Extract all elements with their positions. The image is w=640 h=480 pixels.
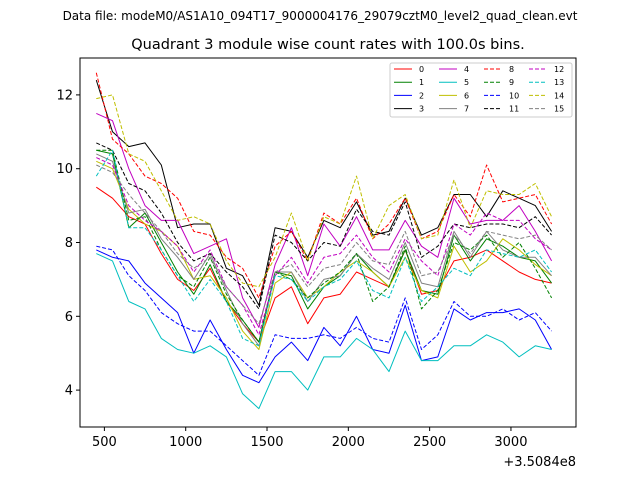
- series-line-4: [96, 112, 553, 328]
- plot-lines: [95, 72, 553, 410]
- series-line-2: [96, 249, 553, 384]
- x-tick-label: 2500: [413, 435, 446, 450]
- legend-label-12: 12: [554, 65, 564, 74]
- legend-label-11: 11: [509, 105, 519, 114]
- y-tick-label: 8: [65, 236, 73, 251]
- series-line-8: [95, 72, 553, 299]
- y-tick-label: 12: [56, 88, 73, 103]
- legend-label-7: 7: [464, 105, 469, 114]
- legend-label-2: 2: [419, 91, 424, 100]
- series-line-11: [96, 142, 552, 310]
- series-line-12: [96, 157, 552, 336]
- x-tick-label: 1000: [169, 435, 202, 450]
- legend-label-0: 0: [419, 65, 424, 74]
- legend-label-8: 8: [509, 65, 514, 74]
- series-line-13: [95, 149, 553, 347]
- series-line-5: [96, 253, 552, 410]
- x-tick-label: 1500: [250, 435, 283, 450]
- series-line-14: [96, 94, 553, 288]
- legend-frame: [389, 62, 573, 118]
- legend-label-1: 1: [419, 78, 424, 87]
- series-line-3: [95, 79, 553, 306]
- x-tick-label: 500: [92, 435, 117, 450]
- x-offset-label: +3.5084e8: [503, 455, 576, 470]
- y-tick-label: 10: [56, 162, 73, 177]
- series-line-0: [96, 186, 552, 343]
- legend-label-4: 4: [464, 65, 469, 74]
- y-tick-label: 4: [65, 384, 73, 399]
- legend-label-9: 9: [509, 78, 514, 87]
- y-axis: 4 6 8 10 12: [56, 88, 80, 399]
- series-line-10: [96, 245, 552, 376]
- series-line-9: [96, 149, 553, 343]
- legend-label-5: 5: [464, 78, 469, 87]
- legend-label-14: 14: [554, 91, 564, 100]
- x-tick-label: 2000: [332, 435, 365, 450]
- legend-label-15: 15: [554, 105, 564, 114]
- y-tick-label: 6: [65, 310, 73, 325]
- legend-label-3: 3: [419, 105, 424, 114]
- series-line-7: [96, 153, 552, 347]
- chart-suptitle: Data file: modeM0/AS1A10_094T17_90000041…: [63, 9, 578, 23]
- chart-title: Quadrant 3 module wise count rates with …: [131, 37, 525, 53]
- legend-label-6: 6: [464, 91, 469, 100]
- series-line-15: [96, 164, 552, 325]
- legend-label-10: 10: [509, 91, 519, 100]
- x-tick-label: 3000: [494, 435, 527, 450]
- x-axis: 500 1000 1500 2000 2500 3000: [92, 427, 527, 450]
- legend-label-13: 13: [554, 78, 564, 87]
